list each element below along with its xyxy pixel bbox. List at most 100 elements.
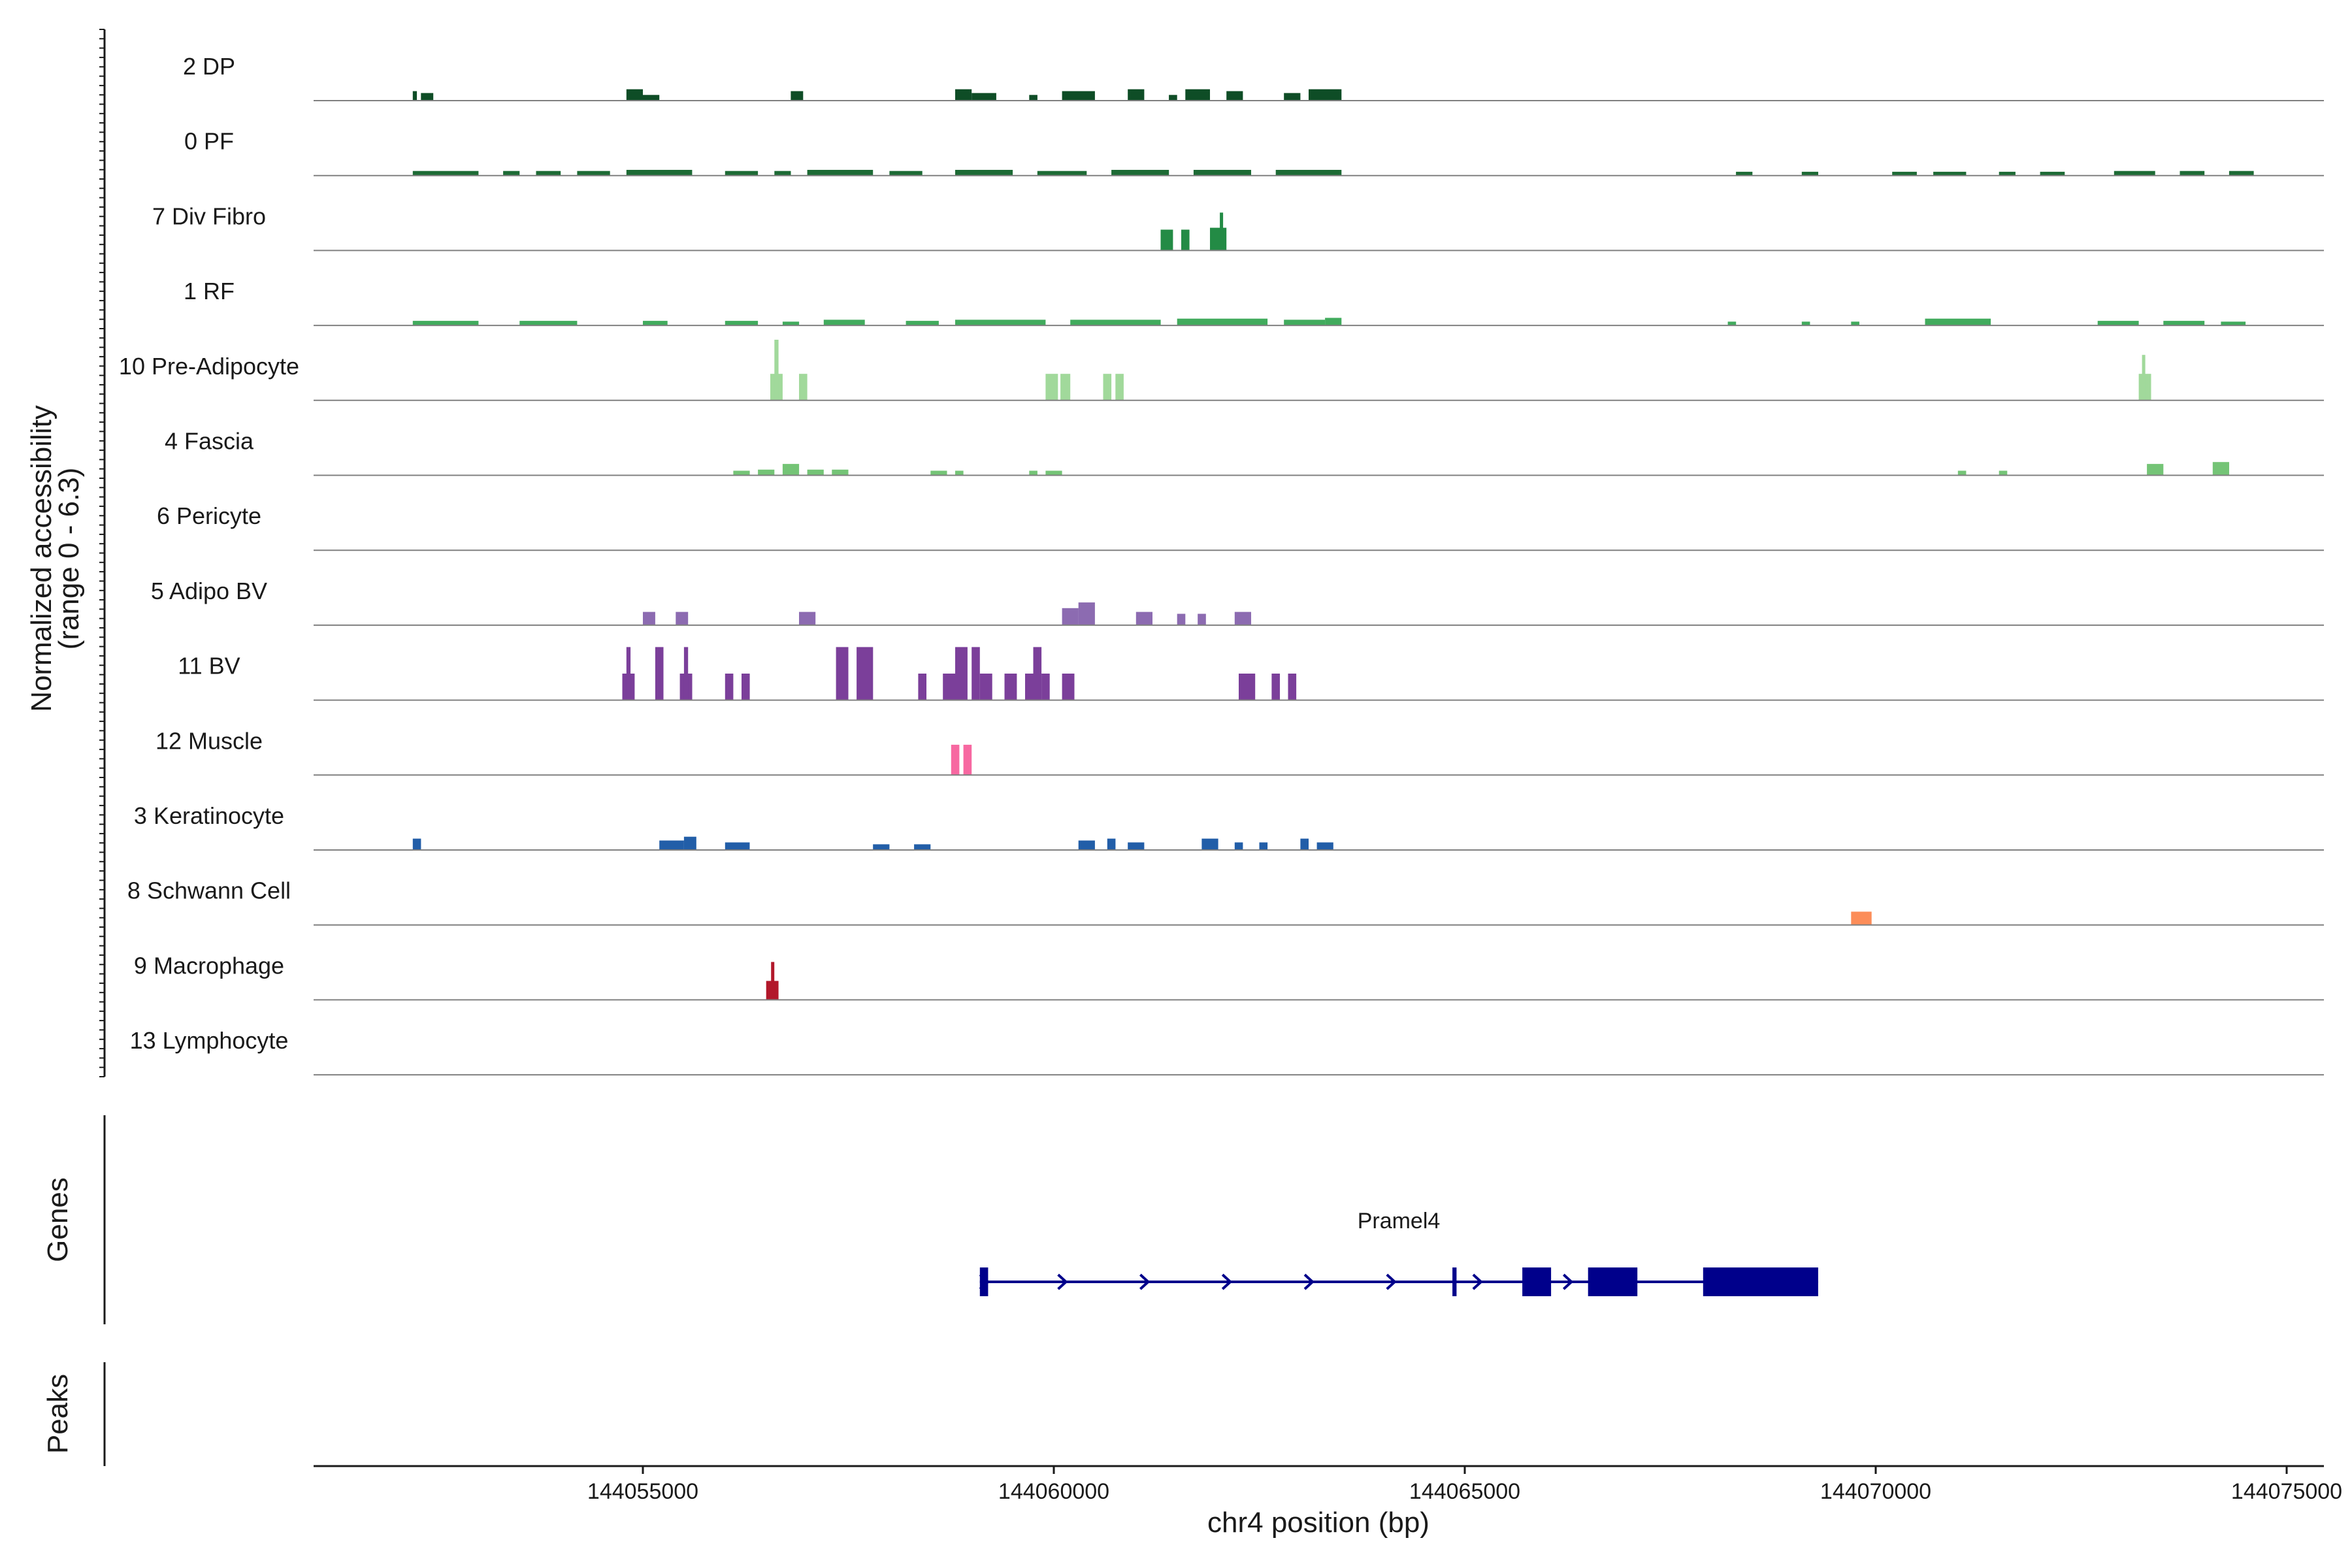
coverage-peak [951, 744, 960, 776]
x-tick-label: 144065000 [1409, 1479, 1520, 1504]
coverage-peak [1107, 838, 1116, 850]
coverage-peak [725, 171, 759, 176]
track-label-13-lymphocyte: 13 Lymphocyte [130, 1027, 289, 1054]
coverage-peak [421, 93, 434, 101]
coverage-peak [2221, 321, 2246, 326]
coverage-peak [918, 674, 926, 700]
coverage-peak [889, 171, 923, 176]
coverage-peak [2212, 462, 2229, 476]
coverage-peak [1325, 318, 1342, 326]
coverage-peak [626, 170, 693, 176]
gene-exon [1522, 1267, 1552, 1296]
coverage-peak [1128, 842, 1145, 850]
coverage-peak [799, 612, 816, 625]
coverage-peak [1801, 321, 1810, 326]
coverage-peak [1210, 227, 1227, 251]
coverage-peak [955, 319, 1046, 326]
coverage-peak [1727, 321, 1737, 326]
genes-axis-title: Genes [42, 1177, 74, 1262]
track-label-12-muscle: 12 Muscle [155, 727, 263, 754]
coverage-peak [823, 319, 865, 326]
coverage-peak [1933, 171, 1967, 176]
strand-arrow [1562, 1273, 1574, 1290]
coverage-peak [1234, 612, 1251, 625]
track-label-7-div-fibro: 7 Div Fibro [152, 203, 266, 229]
coverage-peak [807, 170, 874, 176]
track-label-9-macrophage: 9 Macrophage [134, 952, 284, 979]
coverage-peak [1851, 911, 1872, 925]
coverage-peak [1957, 470, 1967, 476]
coverage-peak [683, 647, 689, 700]
gene-exon [1588, 1267, 1638, 1296]
coverage-peak [1316, 842, 1333, 850]
coverage-peak [1239, 674, 1256, 700]
coverage-peak [1736, 171, 1753, 176]
coverage-peak [1851, 321, 1859, 326]
track-label-10-pre-adipocyte: 10 Pre-Adipocyte [119, 353, 299, 380]
track-2-dp: 2 DP [183, 53, 2324, 101]
coverage-peak [832, 469, 849, 476]
coverage-peak [1029, 95, 1037, 101]
coverage-peak [1177, 613, 1186, 625]
strand-arrow [1139, 1273, 1151, 1290]
coverage-peak [955, 170, 1013, 176]
coverage-peak [972, 93, 996, 101]
coverage-peak [1892, 171, 1917, 176]
coverage-peak [1115, 374, 1124, 400]
track-label-3-keratinocyte: 3 Keratinocyte [134, 802, 284, 829]
coverage-peak [2147, 464, 2164, 476]
coverage-peak [799, 374, 808, 400]
coverage-peak [1029, 470, 1037, 476]
coverage-peak [643, 321, 668, 326]
track-label-1-rf: 1 RF [184, 278, 235, 304]
strand-arrow [1303, 1273, 1315, 1290]
coverage-peak [774, 340, 779, 400]
coverage-peak [1062, 608, 1079, 625]
gene-exon [979, 1267, 988, 1296]
coverage-peak [1041, 674, 1050, 700]
coverage-peak [2180, 171, 2205, 176]
coverage-peak [626, 647, 631, 700]
coverage-peak [536, 171, 561, 176]
coverage-peak [725, 321, 759, 326]
coverage-peak [519, 321, 578, 326]
coverage-peak [659, 840, 684, 850]
track-label-0-pf: 0 PF [184, 128, 234, 155]
coverage-peak [503, 171, 520, 176]
coverage-peak [626, 89, 643, 101]
coverage-peak [1177, 318, 1268, 326]
coverage-peak [1925, 318, 1991, 326]
coverage-peak [807, 469, 824, 476]
track-6-pericyte: 6 Pericyte [157, 502, 2324, 551]
coverage-peak [955, 470, 964, 476]
strand-arrow [1221, 1273, 1233, 1290]
strand-arrow [1472, 1273, 1483, 1290]
coverage-peak [1284, 93, 1301, 101]
track-10-pre-adipocyte: 10 Pre-Adipocyte [119, 340, 2324, 401]
coverage-peak [1185, 89, 1210, 101]
coverage-peak [1198, 613, 1206, 625]
coverage-peak [1045, 470, 1062, 476]
coverage-peak [955, 647, 968, 700]
track-label-8-schwann-cell: 8 Schwann Cell [127, 877, 291, 904]
gene-exon [1452, 1267, 1457, 1296]
coverage-peak [1169, 95, 1177, 101]
coverage-peak [1999, 171, 2016, 176]
gene-track: Pramel4 [979, 1209, 1818, 1296]
coverage-peak [412, 838, 421, 850]
coverage-peak [1999, 470, 2008, 476]
track-9-macrophage: 9 Macrophage [134, 952, 2324, 1001]
peaks-axis-title: Peaks [42, 1374, 74, 1454]
coverage-peak [655, 647, 664, 700]
coverage-peak [2229, 171, 2254, 176]
coverage-peak [873, 844, 890, 850]
coverage-peak [2163, 321, 2205, 326]
coverage-peak [1070, 319, 1161, 326]
coverage-peak [1045, 374, 1058, 400]
coverage-peak [782, 321, 800, 326]
coverage-peak [733, 470, 750, 476]
coverage-peak [1037, 171, 1087, 176]
x-tick-label: 144075000 [2231, 1479, 2342, 1504]
coverage-peak [758, 469, 775, 476]
